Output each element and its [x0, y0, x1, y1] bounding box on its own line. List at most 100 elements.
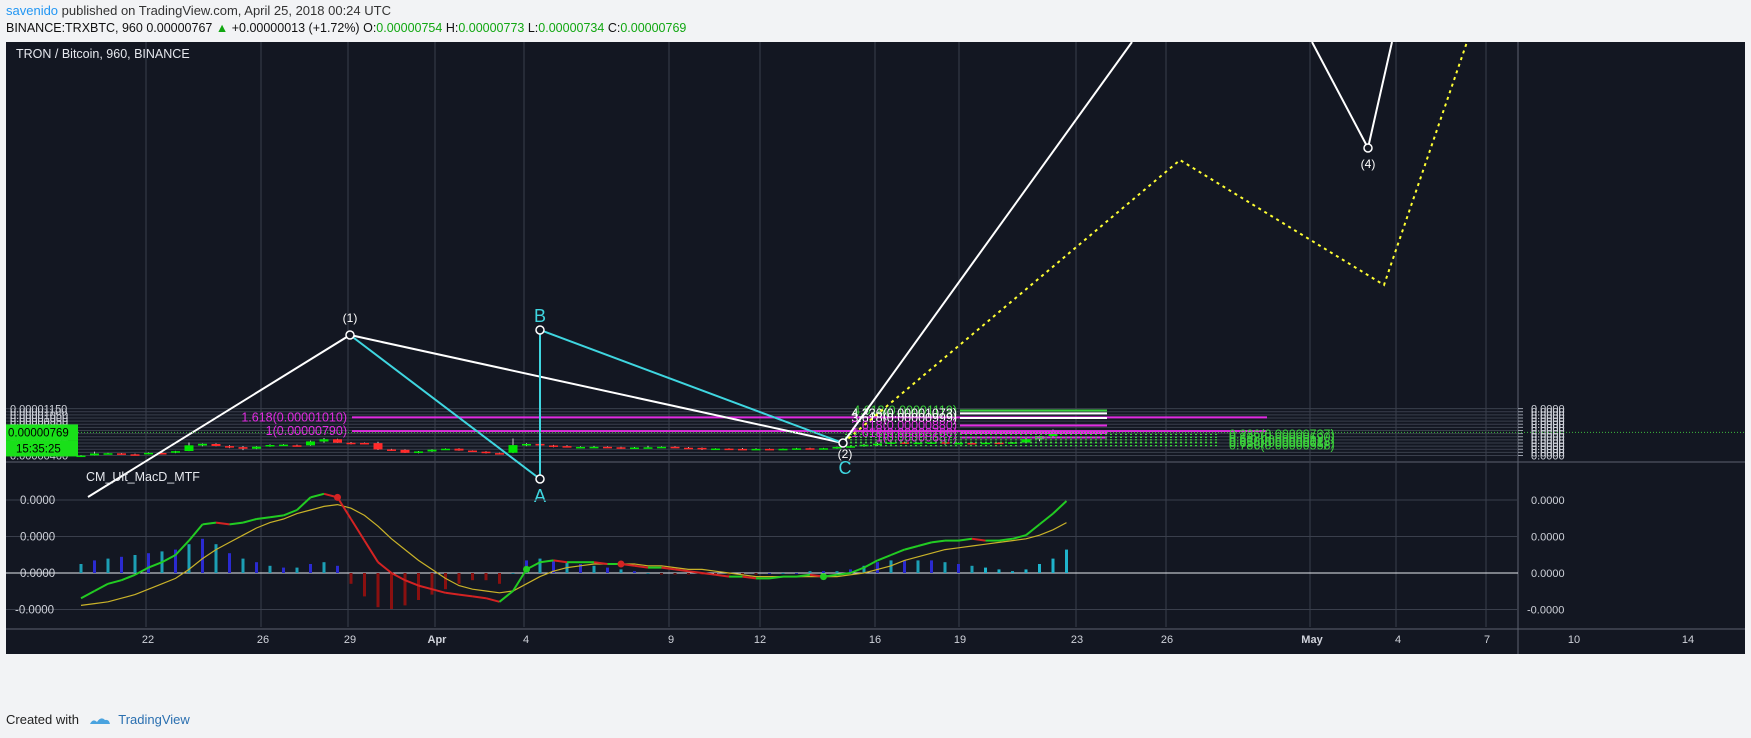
candle: [319, 437, 329, 443]
histogram-bar: [673, 573, 677, 575]
macd-segment: [107, 579, 122, 585]
candle-body: [981, 442, 990, 445]
open-value: 0.00000754: [376, 21, 443, 35]
cross-marker: [820, 573, 827, 581]
macd-segment: [215, 521, 230, 526]
histogram-bar: [957, 564, 960, 573]
author-link[interactable]: savenido: [6, 3, 59, 18]
candle-body: [684, 447, 693, 450]
candle: [441, 448, 450, 451]
macd-segment: [661, 566, 676, 571]
pivot-marker: [535, 325, 545, 335]
candle: [252, 446, 261, 450]
histogram-bar: [768, 573, 771, 574]
candle-body: [468, 450, 477, 453]
histogram-bar: [835, 571, 839, 573]
right-axis-label: 0.0000: [1531, 435, 1565, 447]
histogram-bar: [120, 556, 123, 573]
macd-segment: [674, 568, 689, 573]
chart-canvas[interactable]: 0.000004000.00000.000004500.00000.000005…: [0, 42, 1751, 702]
macd-segment: [863, 559, 878, 569]
right-axis-label: 0.0000: [1531, 438, 1565, 450]
candle: [765, 448, 774, 451]
right-axis-label: 0.0000: [1531, 407, 1565, 419]
x-tick-label: 7: [1484, 634, 1490, 646]
close-value: 0.00000769: [620, 21, 687, 35]
indicator-right-tick: -0.0000: [1527, 605, 1564, 617]
candle-body: [900, 442, 909, 444]
candle-body: [522, 443, 531, 446]
tradingview-link[interactable]: TradingView: [118, 712, 190, 727]
x-tick-label: 26: [257, 634, 269, 646]
candle-body: [279, 444, 288, 447]
histogram-bar: [363, 573, 366, 597]
candle-body: [427, 449, 437, 452]
x-tick-label: 4: [523, 634, 529, 646]
candle: [792, 447, 801, 450]
candle: [549, 444, 558, 448]
indicator-y-tick: 0.0000: [20, 532, 55, 544]
macd-segment: [296, 496, 312, 511]
macd-segment: [593, 561, 608, 565]
chart-title: TRON / Bitcoin, 960, BINANCE: [16, 47, 190, 61]
change-arrow-icon: ▲: [215, 21, 229, 35]
histogram-bar: [849, 569, 852, 573]
histogram-bar: [201, 538, 204, 573]
candle-body: [616, 447, 626, 449]
macd-segment: [769, 575, 784, 580]
macd-segment: [958, 537, 973, 542]
candle-body: [819, 448, 828, 450]
candle-body: [387, 449, 396, 451]
histogram-bar: [241, 558, 245, 573]
candle-body: [765, 448, 774, 451]
symbol-label: BINANCE:TRXBTC, 960: [6, 21, 143, 35]
x-tick-label: Apr: [428, 634, 448, 646]
candle-body: [751, 448, 761, 451]
candle-body: [333, 439, 342, 443]
candle: [643, 445, 653, 449]
candle: [670, 446, 680, 449]
candle-body: [454, 448, 464, 451]
candle: [427, 449, 437, 452]
macd-segment: [688, 570, 703, 574]
macd-segment: [539, 559, 554, 564]
histogram-bar: [444, 573, 447, 590]
candle-body: [481, 451, 491, 454]
candle-body: [724, 448, 734, 451]
candle-body: [157, 452, 167, 455]
histogram-bar: [727, 573, 731, 577]
candle-body: [778, 448, 788, 451]
histogram-bar: [592, 565, 596, 573]
fib-level-label: 2.618(0.00000880): [851, 418, 957, 432]
signal-line: [80, 503, 1067, 606]
x-tick-label: May: [1301, 634, 1323, 646]
fib-level-label: 0.382(0.00000690): [1229, 430, 1335, 444]
pivot-marker: [1363, 143, 1373, 153]
right-axis-label: 0.0000: [1531, 441, 1565, 453]
price-axis-background: [1518, 42, 1745, 654]
right-axis-label: 0.0000: [1531, 413, 1565, 425]
cross-marker: [334, 493, 341, 501]
candle-body: [738, 448, 747, 451]
candle-body: [76, 455, 86, 458]
candle-body: [252, 446, 261, 449]
x-tick-label: 16: [869, 634, 881, 646]
histogram-bar: [646, 573, 650, 574]
histogram-bar: [538, 558, 542, 573]
y-tick-label: 0.00001050: [10, 410, 68, 422]
candle: [724, 448, 734, 451]
right-axis-label: 0.0000: [1531, 429, 1565, 441]
candle-body: [90, 453, 99, 456]
candle: [117, 452, 126, 455]
candle: [157, 452, 167, 455]
fib-level-label: 4.618(0.00001119): [853, 404, 957, 418]
y-tick-label: 0.00001150: [10, 404, 67, 416]
wave-label: C: [839, 458, 852, 478]
candle: [873, 442, 882, 446]
candle: [562, 445, 572, 448]
fib-level-label: 4.236(0.00001073): [851, 406, 957, 420]
macd-segment: [715, 573, 730, 578]
candle: [616, 446, 626, 449]
macd-segment: [850, 566, 865, 574]
candle-body: [346, 442, 356, 445]
